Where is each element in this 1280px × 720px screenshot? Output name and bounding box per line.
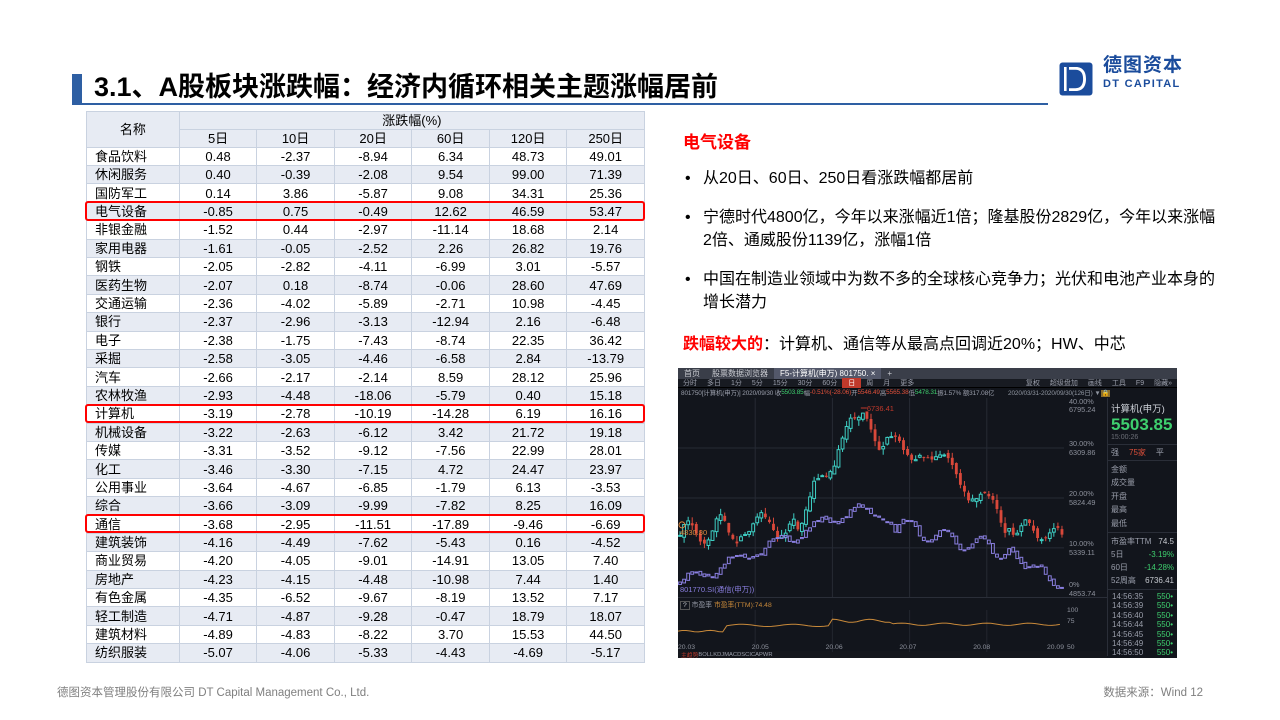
svg-text:4830.80: 4830.80 [680,527,707,536]
svg-text:801770.SI(通信(申万)): 801770.SI(通信(申万)) [680,583,755,593]
svg-text:6736.41: 6736.41 [867,404,894,413]
